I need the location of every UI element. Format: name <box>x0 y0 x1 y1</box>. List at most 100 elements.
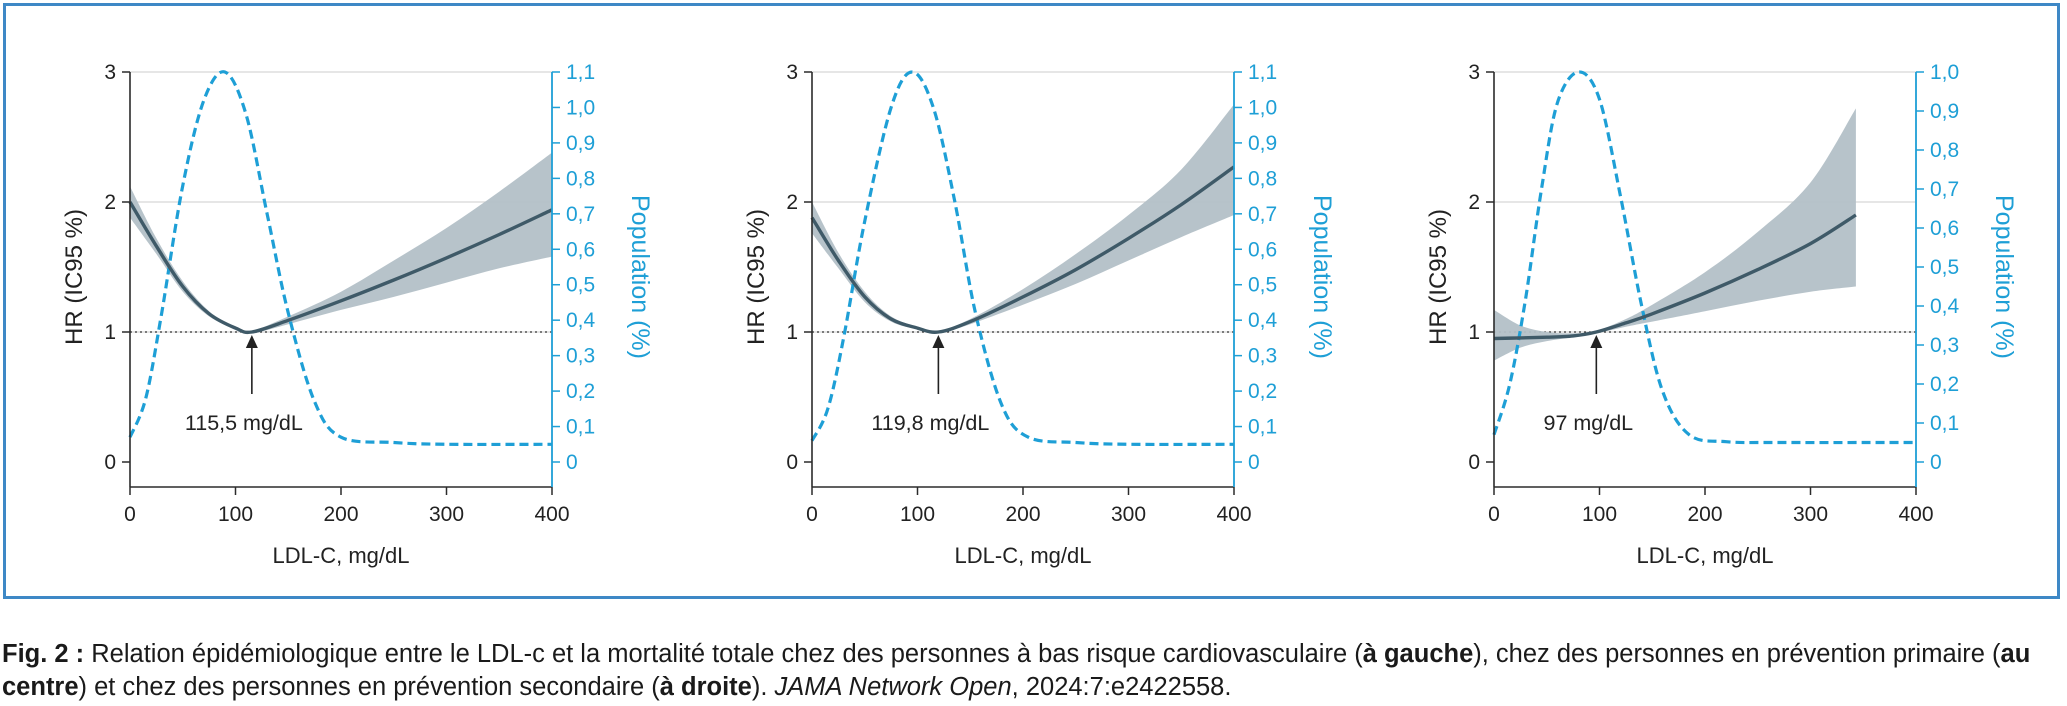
right-tick-label: 1,0 <box>1248 96 1277 119</box>
right-tick-label: 0,4 <box>566 309 596 332</box>
caption-text-4: ). <box>751 673 775 701</box>
population-curve <box>810 70 1235 447</box>
right-tick-label: 0,8 <box>1930 139 1959 162</box>
ci-band <box>1494 108 1856 361</box>
right-tick-label: 0,6 <box>1930 217 1959 240</box>
right-tick-label: 0,3 <box>566 345 595 368</box>
y-tick-label: 2 <box>786 191 798 214</box>
right-tick-label: 0,9 <box>1248 132 1277 155</box>
right-axis-title: Population (%) <box>1990 195 2018 359</box>
y-tick-label: 0 <box>786 451 798 474</box>
caption-text-1: Relation épidémiologique entre le LDL-c … <box>84 640 1363 668</box>
right-tick-label: 0,5 <box>1248 274 1277 297</box>
x-tick-label: 300 <box>1111 503 1146 526</box>
annotation-label: 119,8 mg/dL <box>871 411 989 435</box>
y-tick-label: 0 <box>104 451 116 474</box>
y-tick-label: 1 <box>1468 321 1480 344</box>
caption-bold-right: à droite <box>659 673 752 701</box>
x-tick-label: 400 <box>1898 503 1933 526</box>
y-tick-label: 2 <box>1468 191 1480 214</box>
right-tick-label: 0,6 <box>566 238 595 261</box>
right-tick-label: 0,1 <box>566 416 595 439</box>
x-tick-label: 200 <box>323 503 358 526</box>
y-tick-label: 2 <box>104 191 116 214</box>
right-tick-label: 0,2 <box>566 380 595 403</box>
right-axis-title: Population (%) <box>1308 195 1336 359</box>
right-tick-label: 0 <box>566 451 578 474</box>
x-tick-label: 100 <box>1582 503 1617 526</box>
right-tick-label: 0,3 <box>1248 345 1277 368</box>
y-tick-label: 3 <box>1468 61 1480 84</box>
left-axis-title: HR (IC95 %) <box>61 209 88 345</box>
annotation-arrowhead <box>1590 335 1603 348</box>
y-tick-label: 0 <box>1468 451 1480 474</box>
y-tick-label: 3 <box>786 61 798 84</box>
right-tick-label: 0,7 <box>1930 178 1959 201</box>
ci-band <box>812 104 1234 334</box>
right-axis-title: Population (%) <box>626 195 654 359</box>
right-tick-label: 0,5 <box>1930 256 1959 279</box>
right-tick-label: 0,5 <box>566 274 595 297</box>
caption-label: Fig. 2 : <box>2 640 85 668</box>
x-tick-label: 300 <box>429 503 464 526</box>
right-tick-label: 0 <box>1248 451 1260 474</box>
y-tick-label: 1 <box>786 321 798 344</box>
caption-bold-center: au centre <box>2 640 2031 701</box>
x-tick-label: 100 <box>900 503 935 526</box>
caption-text-3: ) et chez des personnes en prévention se… <box>78 673 660 701</box>
x-tick-label: 400 <box>1216 503 1251 526</box>
caption-journal: JAMA Network Open <box>774 673 1012 701</box>
right-tick-label: 0,9 <box>566 132 595 155</box>
right-tick-label: 0,6 <box>1248 238 1277 261</box>
population-curve <box>128 70 553 447</box>
right-tick-label: 0,8 <box>1248 167 1277 190</box>
x-tick-label: 200 <box>1005 503 1040 526</box>
x-tick-label: 0 <box>806 503 818 526</box>
caption-bold-left: à gauche <box>1362 640 1474 668</box>
right-tick-label: 0,1 <box>1930 412 1959 435</box>
caption-citation: , 2024:7:e2422558. <box>1011 673 1232 701</box>
ci-band <box>130 152 552 334</box>
x-tick-label: 0 <box>1488 503 1500 526</box>
right-tick-label: 0,2 <box>1930 373 1959 396</box>
right-tick-label: 0,4 <box>1248 309 1278 332</box>
y-tick-label: 3 <box>104 61 116 84</box>
x-axis-title: LDL-C, mg/dL <box>1637 543 1774 568</box>
population-curve <box>1492 70 1917 445</box>
x-tick-label: 200 <box>1687 503 1722 526</box>
figure-caption: Fig. 2 : Relation épidémiologique entre … <box>2 638 2062 704</box>
hr-curve <box>128 201 553 335</box>
chart-panel-1: 0 100 200 300 400 0 1 2 3 0 0,1 0,2 0,3 0,4 0,5 0,6 0,7 0… <box>61 61 654 568</box>
figure-charts: 0 100 200 300 400012300,10,20,30,40,50,60,70… <box>61 61 2018 568</box>
annotation-label: 115,5 mg/dL <box>185 411 303 435</box>
figure-frame <box>3 3 2060 599</box>
right-tick-label: 0,4 <box>1930 295 1960 318</box>
right-tick-label: 0,8 <box>566 167 595 190</box>
x-axis-title: LDL-C, mg/dL <box>955 543 1092 568</box>
right-tick-label: 0,1 <box>1248 416 1277 439</box>
x-tick-label: 0 <box>124 503 136 526</box>
y-tick-label: 1 <box>104 321 116 344</box>
right-tick-label: 0,7 <box>566 203 595 226</box>
annotation-label: 97 mg/dL <box>1544 411 1634 435</box>
right-tick-label: 1,1 <box>566 61 595 84</box>
right-tick-label: 1,0 <box>1930 61 1959 84</box>
x-tick-label: 100 <box>218 503 253 526</box>
right-tick-label: 0 <box>1930 451 1942 474</box>
hr-curve <box>1493 213 1857 341</box>
left-axis-title: HR (IC95 %) <box>743 209 770 345</box>
right-tick-label: 0,2 <box>1248 380 1277 403</box>
annotation-arrowhead <box>932 335 945 348</box>
chart-panel-3: 0 100 200 300 400 0 1 2 3 0 0,1 0,2 0,3 0,4 0,5 0,6 0,7 0… <box>1425 61 2018 568</box>
right-tick-label: 1,1 <box>1248 61 1277 84</box>
right-tick-label: 0,3 <box>1930 334 1959 357</box>
left-axis-title: HR (IC95 %) <box>1425 209 1452 345</box>
right-tick-label: 1,0 <box>566 96 595 119</box>
x-tick-label: 400 <box>534 503 569 526</box>
right-tick-label: 0,9 <box>1930 100 1959 123</box>
x-tick-label: 300 <box>1793 503 1828 526</box>
x-axis-title: LDL-C, mg/dL <box>273 543 410 568</box>
chart-panel-2: 0 100 200 300 400 0 1 2 3 0 0,1 0,2 0,3 0,4 0,5 0,6 0,7 0… <box>743 61 1336 568</box>
annotation-arrowhead <box>245 335 258 348</box>
caption-text-2: ), chez des personnes en prévention prim… <box>1473 640 2001 668</box>
